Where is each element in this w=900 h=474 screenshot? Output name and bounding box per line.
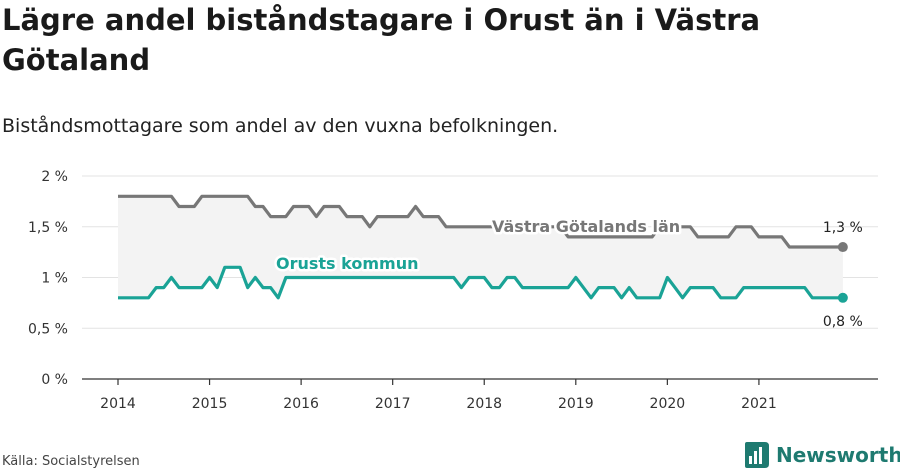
x-tick-label: 2015 <box>192 396 228 412</box>
x-tick-label: 2014 <box>100 396 136 412</box>
line-chart: 0 % 0,5 % 1 % 1,5 % 2 % 2014 2015 2016 2017 2018 2… <box>28 169 878 412</box>
source-note: Källa: Socialstyrelsen <box>2 454 140 469</box>
end-marker-orust <box>837 292 848 303</box>
y-tick-label: 1 % <box>41 271 68 287</box>
y-tick-label: 0,5 % <box>28 321 68 337</box>
x-tick-label: 2017 <box>375 396 411 412</box>
range-band <box>118 196 843 298</box>
brand-logo: Newsworthy <box>744 441 900 469</box>
end-label-orust: 0,8 % <box>823 314 863 330</box>
y-tick-label: 2 % <box>41 169 68 185</box>
series-line-orust <box>118 265 843 300</box>
x-tick-label: 2018 <box>466 396 502 412</box>
x-tick-label: 2019 <box>558 396 594 412</box>
y-tick-label: 1,5 % <box>28 220 68 236</box>
series-label-orust: Orusts kommun <box>276 254 418 273</box>
x-tick-label: 2020 <box>650 396 686 412</box>
series-label-vastra-gotaland: Västra Götalands län <box>492 217 680 236</box>
end-marker-vastra-gotaland <box>837 242 848 253</box>
x-tick-label: 2016 <box>283 396 319 412</box>
end-label-vastra-gotaland: 1,3 % <box>823 220 863 236</box>
newsworthy-logo-icon <box>745 442 769 468</box>
chart-title: Lägre andel biståndstagare i Orust än i … <box>2 3 761 77</box>
series-line-vastra-gotaland <box>118 194 843 249</box>
brand-name: Newsworthy <box>776 443 900 467</box>
x-tick-label: 2021 <box>741 396 777 412</box>
y-tick-label: 0 % <box>41 372 68 388</box>
chart-subtitle: Biståndsmottagare som andel av den vuxna… <box>2 115 559 137</box>
